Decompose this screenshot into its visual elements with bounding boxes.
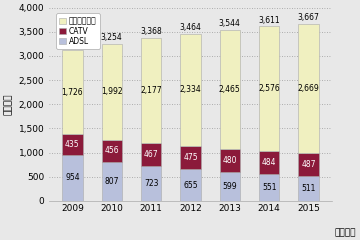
Text: 2,177: 2,177 [140,86,162,95]
Bar [298,24,319,153]
Bar [102,162,122,201]
Text: 599: 599 [222,182,237,191]
Text: 3,254: 3,254 [101,33,123,42]
Text: 3,368: 3,368 [140,27,162,36]
Text: 435: 435 [65,140,80,149]
Text: 475: 475 [183,153,198,162]
Text: 2,669: 2,669 [298,84,319,93]
Bar [259,151,279,174]
Text: 3,611: 3,611 [258,16,280,24]
Bar [62,134,83,155]
Bar [180,34,201,146]
Bar [220,172,240,201]
Bar [180,169,201,201]
Text: 511: 511 [301,184,316,193]
Bar [220,149,240,172]
Text: 484: 484 [262,158,276,167]
Text: 2,576: 2,576 [258,84,280,93]
Bar [259,174,279,201]
Text: 807: 807 [104,177,119,186]
Text: 3,115: 3,115 [62,40,83,48]
Text: 3,464: 3,464 [180,23,201,32]
Text: 723: 723 [144,179,158,188]
Bar [141,166,161,201]
Bar [62,155,83,201]
Bar [102,44,122,140]
Bar [259,26,279,151]
Text: 655: 655 [183,181,198,190]
Bar [141,144,161,166]
Text: 551: 551 [262,183,276,192]
Text: 480: 480 [222,156,237,165]
Text: 1,726: 1,726 [62,88,83,97]
Text: 3,544: 3,544 [219,19,241,28]
Bar [141,38,161,144]
Legend: 光ファイバー, CATV, ADSL: 光ファイバー, CATV, ADSL [56,13,100,49]
Text: 954: 954 [65,174,80,182]
Text: 2,465: 2,465 [219,85,241,94]
Bar [180,146,201,169]
Text: 456: 456 [104,146,119,156]
Bar [220,30,240,149]
Bar [298,176,319,201]
Text: 467: 467 [144,150,158,159]
Text: 1,992: 1,992 [101,87,122,96]
Bar [102,140,122,162]
Text: （年度）: （年度） [334,228,356,237]
Bar [298,153,319,176]
Bar [62,50,83,134]
Text: 2,334: 2,334 [180,85,201,95]
Text: 3,667: 3,667 [298,13,319,22]
Y-axis label: 「万件」: 「万件」 [4,94,13,115]
Text: 487: 487 [301,160,316,169]
